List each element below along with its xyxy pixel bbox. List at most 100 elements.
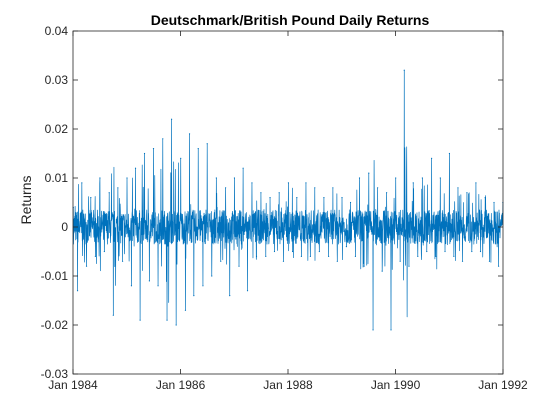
returns-data-point [197, 148, 199, 150]
returns-data-point [251, 182, 253, 184]
plot-area: Jan 1984 Jan 1986 Jan 1988 Jan 1990 Jan 1992… [41, 24, 528, 392]
returns-data-point [148, 280, 150, 282]
y-axis-label: Returns [18, 175, 34, 224]
returns-data-point [354, 255, 356, 257]
returns-data-point [390, 329, 392, 331]
returns-data-point [323, 197, 325, 199]
returns-data-point [126, 177, 128, 179]
returns-data-point [457, 187, 459, 189]
returns-data-point [211, 275, 213, 277]
y-tick-label: 0.01 [45, 171, 69, 185]
returns-data-point [175, 324, 177, 326]
returns-data-point [381, 270, 383, 272]
returns-data-point [363, 265, 365, 267]
returns-data-point [349, 201, 352, 204]
returns-data-point [269, 197, 271, 199]
returns-data-point [206, 143, 208, 145]
returns-data-point [412, 182, 414, 184]
returns-data-point [81, 182, 83, 184]
returns-data-point [278, 192, 280, 194]
y-tick-label: 0 [61, 220, 68, 234]
returns-data-point [421, 177, 423, 179]
returns-data-point [408, 265, 410, 267]
returns-data-point [85, 265, 88, 267]
returns-data-point [395, 177, 397, 179]
returns-data-point [180, 157, 182, 159]
chart-title: Deutschmark/British Pound Daily Returns [151, 12, 430, 28]
returns-data-point [336, 260, 338, 262]
returns-data-point [134, 167, 137, 169]
returns-data-point [475, 182, 477, 184]
y-tick-label: -0.01 [41, 269, 69, 283]
returns-data-point [479, 250, 482, 253]
returns-data-point [439, 177, 441, 179]
returns-data-point [287, 182, 290, 184]
returns-data-point [188, 133, 191, 135]
returns-data-point [453, 255, 455, 257]
y-tick-label: 0.02 [45, 122, 69, 136]
returns-data-point [435, 255, 437, 257]
returns-data-point [461, 260, 464, 262]
returns-data-point [193, 295, 195, 297]
returns-data-point [466, 192, 468, 194]
returns-data-point [233, 177, 236, 179]
returns-data-point [112, 314, 114, 316]
returns-data-point [238, 265, 240, 267]
returns-data-point [121, 260, 124, 262]
returns-series-line [72, 69, 504, 331]
returns-data-point [318, 250, 320, 253]
returns-data-point [291, 250, 294, 253]
returns-data-point [300, 255, 302, 257]
returns-data-point [184, 309, 187, 311]
returns-data-point [345, 246, 348, 248]
returns-data-point [488, 260, 491, 262]
returns-data-point [368, 172, 370, 174]
returns-data-point [493, 201, 495, 204]
y-tick-label: -0.03 [41, 367, 69, 381]
returns-data-point [162, 138, 164, 140]
returns-data-point [108, 192, 110, 194]
returns-data-point [341, 197, 343, 199]
returns-data-point [152, 148, 155, 150]
returns-data-point [377, 187, 379, 189]
y-tick-label: -0.02 [41, 318, 69, 332]
returns-data-point [229, 295, 231, 297]
returns-data-point [94, 255, 96, 257]
returns-data-point [157, 285, 159, 287]
returns-data-point [76, 290, 79, 292]
y-tick-label: 0.04 [45, 24, 69, 38]
returns-data-point [484, 197, 486, 199]
returns-data-point [265, 255, 267, 257]
returns-data-point [358, 177, 361, 179]
returns-data-point [444, 250, 446, 253]
x-tick-label: Jan 1990 [371, 378, 421, 392]
returns-data-point [282, 260, 285, 262]
x-tick-label: Jan 1992 [478, 378, 528, 392]
returns-data-point [242, 167, 244, 169]
returns-data-point [166, 319, 168, 321]
returns-data-point [309, 255, 311, 257]
returns-data-point [255, 255, 258, 257]
returns-data-point [417, 255, 419, 257]
returns-data-point [260, 192, 262, 194]
y-tick-label: 0.03 [45, 73, 69, 87]
returns-data-point [171, 118, 173, 120]
returns-data-point [314, 187, 316, 189]
x-tick-label: Jan 1986 [156, 378, 206, 392]
returns-data-point [90, 197, 92, 199]
returns-data-point [386, 192, 388, 194]
returns-data-point [471, 250, 473, 253]
returns-data-point [117, 187, 119, 189]
returns-data-point [103, 250, 105, 253]
returns-data-point [328, 255, 330, 257]
returns-data-point [139, 319, 141, 321]
returns-data-point [426, 250, 428, 253]
returns-data-point [202, 285, 204, 287]
returns-data-point [399, 260, 401, 262]
returns-data-point [448, 152, 451, 155]
returns-data-point [220, 260, 222, 262]
returns-data-point [143, 152, 146, 155]
returns-data-point [225, 187, 227, 189]
returns-data-point [130, 285, 133, 287]
